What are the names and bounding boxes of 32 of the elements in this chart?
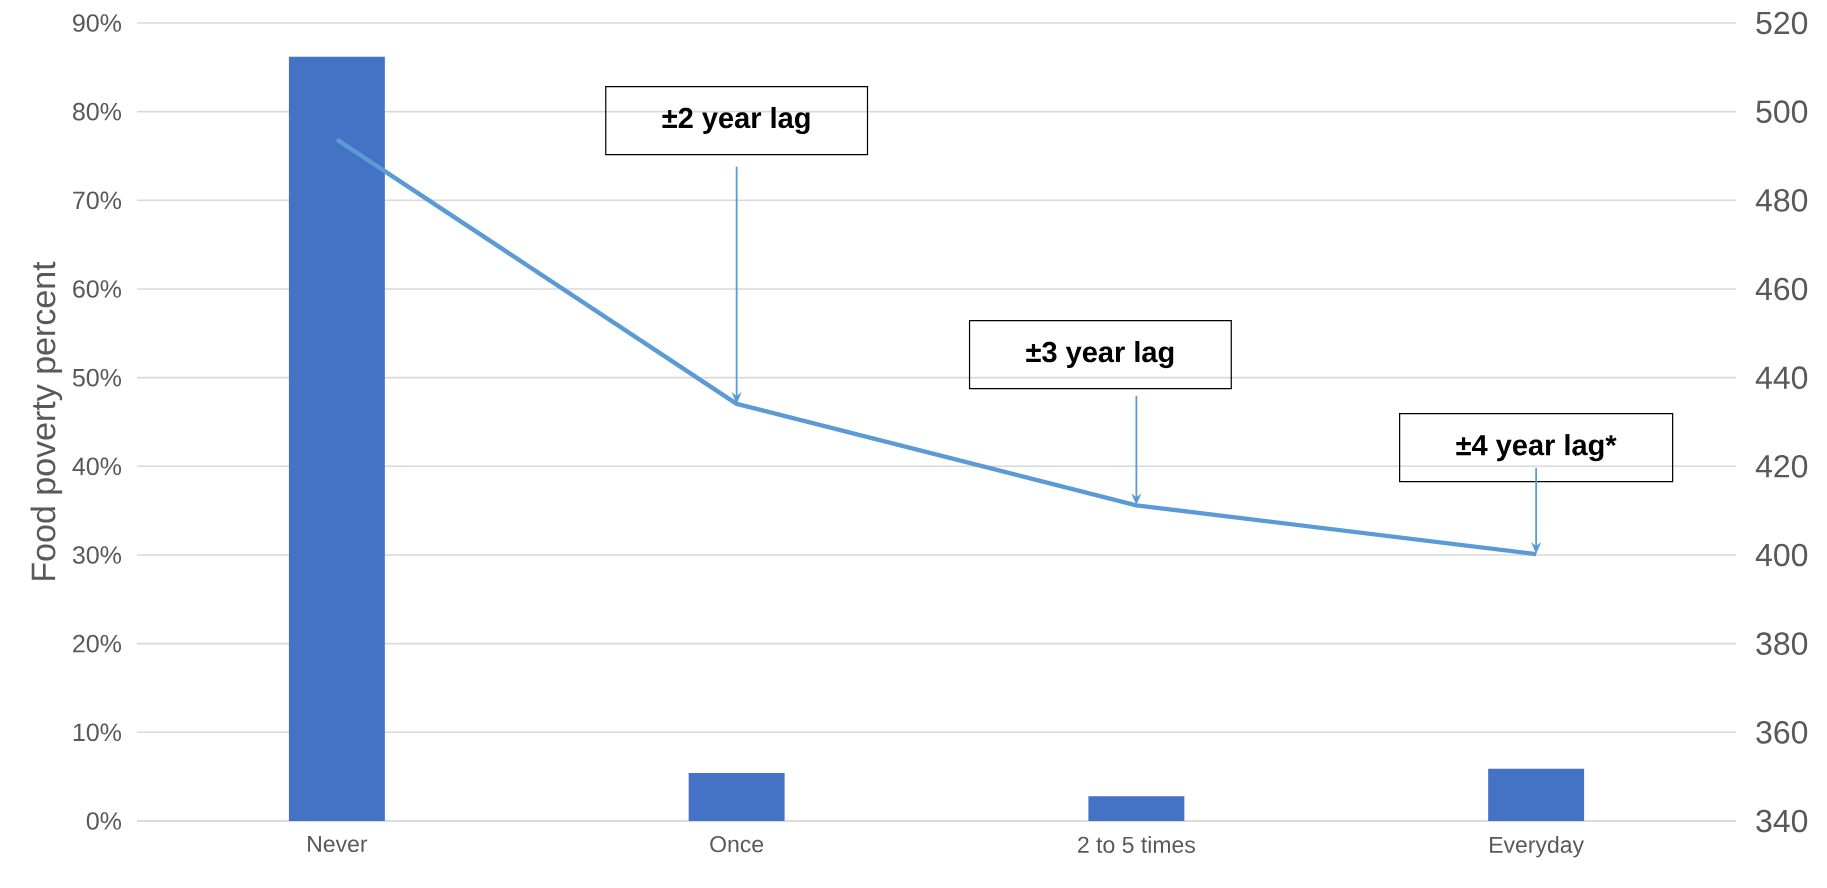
bar [1088, 796, 1185, 821]
y2-tick-label: 480 [1755, 189, 1808, 212]
y-tick-label: 10% [73, 723, 122, 742]
x-tick-label: Everyday [1490, 836, 1584, 858]
y2-tick-label: 420 [1755, 455, 1808, 478]
x-tick-label: Once [710, 836, 764, 853]
bar [1488, 768, 1585, 821]
y-axis-title: Food poverty percent [30, 261, 63, 580]
y2-tick-label: 360 [1756, 721, 1808, 744]
y2-tick-label: 440 [1755, 366, 1808, 389]
y-tick-label: 50% [72, 368, 122, 387]
y2-tick-label: 500 [1756, 100, 1808, 123]
y-tick-label: 70% [73, 191, 122, 210]
y-tick-label: 90% [73, 14, 122, 32]
y2-tick-label: 460 [1755, 277, 1808, 301]
y-tick-label: 80% [73, 102, 122, 121]
y-tick-label: 40% [72, 457, 122, 476]
y-tick-label: 20% [73, 634, 122, 653]
annotation: ±3 year lag [1026, 341, 1174, 369]
y2-tick-label: 520 [1756, 11, 1808, 35]
y2-tick-label: 380 [1756, 632, 1808, 655]
y-tick-label: 0% [86, 812, 122, 830]
x-tick-label: Never [308, 836, 368, 853]
y2-tick-label: 400 [1755, 543, 1808, 567]
bar [288, 56, 385, 821]
annotation: ±4 year lag* [1456, 434, 1617, 462]
y-tick-label: 60% [73, 280, 122, 298]
y-tick-label: 30% [72, 546, 122, 564]
annotation: ±2 year lag [662, 106, 810, 135]
y2-tick-label: 340 [1756, 809, 1808, 833]
bar [688, 773, 785, 821]
x-tick-label: 2 to 5 times [1078, 836, 1195, 853]
